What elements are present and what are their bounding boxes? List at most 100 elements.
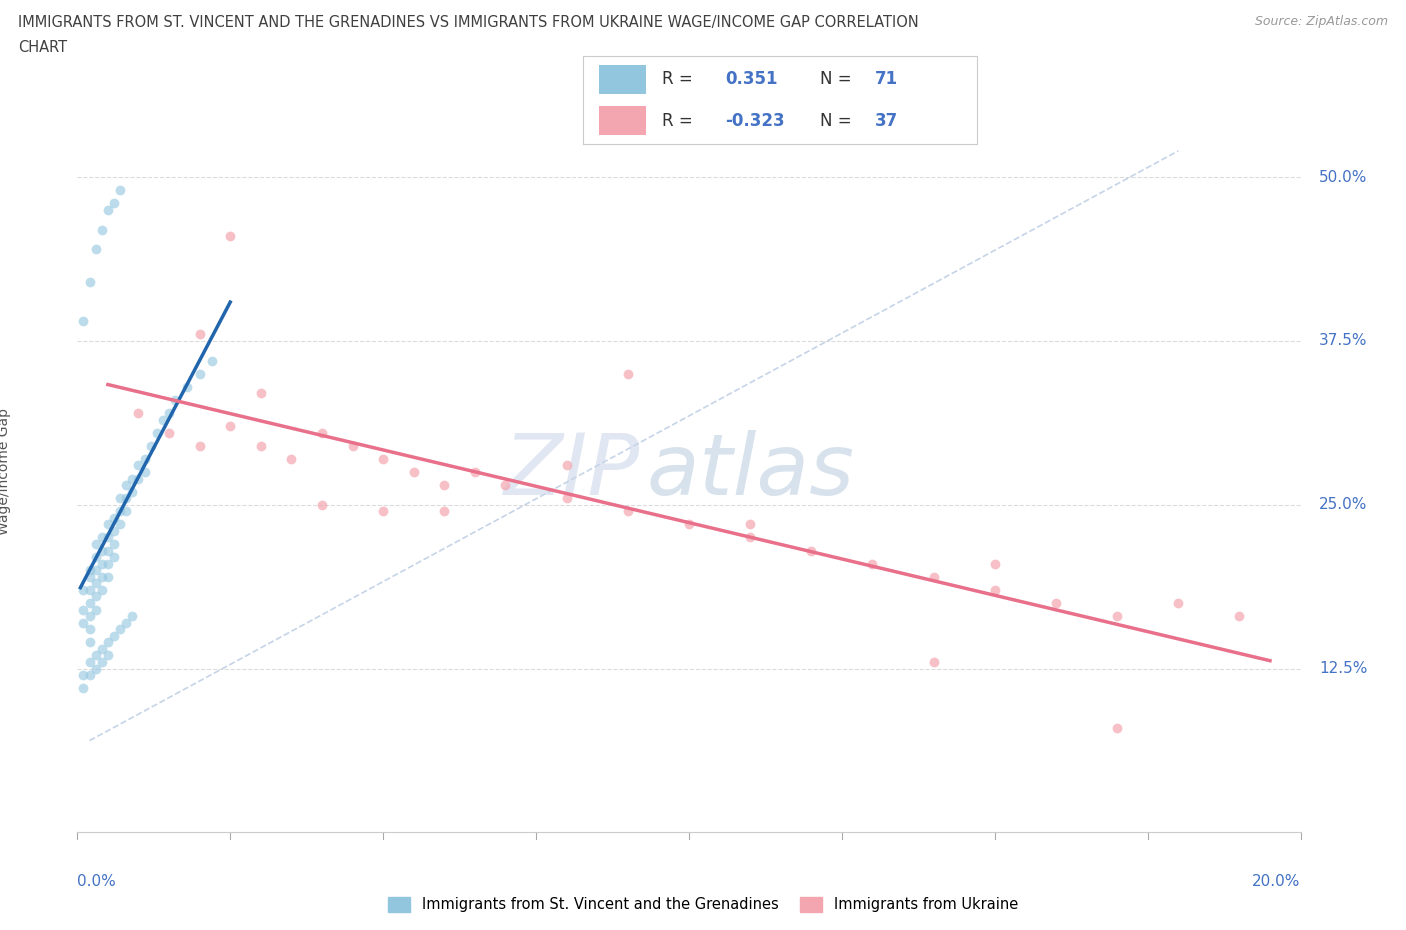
Text: Source: ZipAtlas.com: Source: ZipAtlas.com bbox=[1254, 15, 1388, 28]
Point bbox=[1229, 609, 1251, 624]
Point bbox=[97, 203, 120, 218]
Point bbox=[97, 569, 120, 584]
Text: 20.0%: 20.0% bbox=[1253, 874, 1301, 889]
Text: N =: N = bbox=[820, 112, 856, 130]
Text: 0.0%: 0.0% bbox=[77, 874, 117, 889]
Point bbox=[108, 622, 131, 637]
Point bbox=[188, 327, 211, 342]
Text: atlas: atlas bbox=[647, 431, 853, 513]
Point bbox=[134, 465, 156, 480]
Point bbox=[72, 668, 94, 683]
Point bbox=[84, 550, 107, 565]
Point bbox=[103, 511, 125, 525]
Point bbox=[433, 478, 456, 493]
Point bbox=[108, 183, 131, 198]
Point bbox=[79, 563, 101, 578]
Text: Wage/Income Gap: Wage/Income Gap bbox=[0, 408, 11, 536]
Text: CHART: CHART bbox=[18, 40, 67, 55]
Point bbox=[90, 530, 112, 545]
Point bbox=[108, 517, 131, 532]
Point bbox=[97, 530, 120, 545]
Point bbox=[90, 222, 112, 237]
Point bbox=[311, 425, 333, 440]
Point bbox=[280, 451, 302, 466]
Point bbox=[97, 543, 120, 558]
Legend: Immigrants from St. Vincent and the Grenadines, Immigrants from Ukraine: Immigrants from St. Vincent and the Gren… bbox=[382, 891, 1024, 918]
Point bbox=[79, 274, 101, 289]
Point bbox=[371, 504, 394, 519]
Point bbox=[79, 622, 101, 637]
Point bbox=[127, 458, 149, 472]
Point bbox=[157, 425, 180, 440]
Point bbox=[617, 366, 640, 381]
Point bbox=[115, 616, 138, 631]
Point bbox=[617, 504, 640, 519]
Point bbox=[84, 589, 107, 604]
Point bbox=[115, 478, 138, 493]
Point bbox=[219, 418, 242, 433]
Point bbox=[188, 438, 211, 453]
Point bbox=[97, 517, 120, 532]
Point bbox=[555, 458, 578, 472]
Point bbox=[984, 582, 1007, 597]
Point bbox=[97, 635, 120, 650]
Text: 12.5%: 12.5% bbox=[1319, 661, 1367, 676]
Point bbox=[678, 517, 700, 532]
Point bbox=[127, 472, 149, 486]
Point bbox=[108, 504, 131, 519]
Point bbox=[90, 655, 112, 670]
Point bbox=[121, 609, 143, 624]
Point bbox=[555, 491, 578, 506]
Point bbox=[79, 655, 101, 670]
Point bbox=[103, 537, 125, 551]
Point bbox=[201, 353, 224, 368]
Point bbox=[79, 582, 101, 597]
Point bbox=[97, 648, 120, 663]
Text: IMMIGRANTS FROM ST. VINCENT AND THE GRENADINES VS IMMIGRANTS FROM UKRAINE WAGE/I: IMMIGRANTS FROM ST. VINCENT AND THE GREN… bbox=[18, 15, 920, 30]
Point bbox=[740, 517, 762, 532]
Point bbox=[984, 556, 1007, 571]
Point bbox=[188, 366, 211, 381]
Point bbox=[84, 602, 107, 617]
Point bbox=[1107, 609, 1129, 624]
Point bbox=[84, 563, 107, 578]
Point bbox=[90, 556, 112, 571]
Point bbox=[1107, 720, 1129, 735]
Point bbox=[402, 465, 425, 480]
Point bbox=[79, 569, 101, 584]
Point bbox=[79, 609, 101, 624]
Point bbox=[152, 412, 174, 427]
Point bbox=[90, 543, 112, 558]
Point bbox=[72, 313, 94, 328]
Point bbox=[90, 642, 112, 657]
Point bbox=[115, 504, 138, 519]
Point bbox=[371, 451, 394, 466]
Point bbox=[433, 504, 456, 519]
Point bbox=[108, 491, 131, 506]
Point bbox=[146, 425, 169, 440]
Point bbox=[84, 537, 107, 551]
Point bbox=[79, 635, 101, 650]
Point bbox=[90, 569, 112, 584]
Point bbox=[90, 582, 112, 597]
Text: 71: 71 bbox=[875, 70, 898, 88]
Point bbox=[103, 550, 125, 565]
Point bbox=[97, 556, 120, 571]
Point bbox=[72, 681, 94, 696]
Point bbox=[464, 465, 486, 480]
Point bbox=[922, 655, 945, 670]
Point bbox=[1045, 595, 1067, 610]
Point bbox=[311, 498, 333, 512]
Text: 50.0%: 50.0% bbox=[1319, 169, 1367, 185]
Point bbox=[72, 616, 94, 631]
Text: 0.351: 0.351 bbox=[725, 70, 778, 88]
Point bbox=[800, 543, 823, 558]
Point bbox=[922, 569, 945, 584]
Point bbox=[115, 491, 138, 506]
Point bbox=[103, 196, 125, 211]
Text: ZIP: ZIP bbox=[503, 431, 640, 513]
Point bbox=[121, 485, 143, 499]
Point bbox=[139, 438, 162, 453]
Point bbox=[495, 478, 517, 493]
Point bbox=[103, 524, 125, 538]
